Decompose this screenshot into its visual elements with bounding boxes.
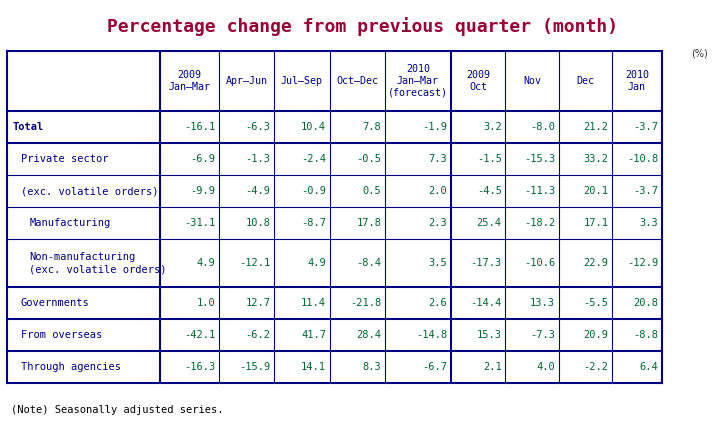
Text: 4.9: 4.9 (196, 258, 215, 268)
Text: -14.8: -14.8 (416, 330, 447, 340)
Text: 14.1: 14.1 (301, 362, 326, 372)
Text: 10.8: 10.8 (245, 218, 271, 228)
Text: From overseas: From overseas (21, 330, 102, 340)
Text: -2.2: -2.2 (584, 362, 608, 372)
Text: 2.1: 2.1 (483, 362, 502, 372)
Text: -10.6: -10.6 (524, 258, 555, 268)
Text: 3.5: 3.5 (428, 258, 447, 268)
Text: 2.0: 2.0 (428, 186, 447, 196)
Text: (Note) Seasonally adjusted series.: (Note) Seasonally adjusted series. (11, 405, 224, 415)
Text: 4.9: 4.9 (307, 258, 326, 268)
Text: Governments: Governments (21, 298, 89, 308)
Text: -8.4: -8.4 (356, 258, 381, 268)
Text: -12.9: -12.9 (627, 258, 658, 268)
Text: -16.3: -16.3 (184, 362, 215, 372)
Text: -7.3: -7.3 (530, 330, 555, 340)
Text: -8.7: -8.7 (301, 218, 326, 228)
Text: -3.7: -3.7 (633, 123, 658, 132)
Text: 20.9: 20.9 (584, 330, 608, 340)
Text: Manufacturing: Manufacturing (29, 218, 110, 228)
Text: -18.2: -18.2 (524, 218, 555, 228)
Text: 25.4: 25.4 (477, 218, 502, 228)
Text: Jul–Sep: Jul–Sep (281, 76, 323, 86)
Text: -6.2: -6.2 (245, 330, 271, 340)
Text: 20.1: 20.1 (584, 186, 608, 196)
Text: 11.4: 11.4 (301, 298, 326, 308)
Text: -31.1: -31.1 (184, 218, 215, 228)
Text: 33.2: 33.2 (584, 155, 608, 164)
Text: -8.0: -8.0 (530, 123, 555, 132)
Text: -6.9: -6.9 (190, 155, 215, 164)
Text: (%): (%) (691, 48, 708, 59)
Text: 2009
Jan–Mar: 2009 Jan–Mar (168, 70, 211, 92)
Text: 2.6: 2.6 (428, 298, 447, 308)
Text: 0.5: 0.5 (363, 186, 381, 196)
Text: -14.4: -14.4 (470, 298, 502, 308)
Text: 41.7: 41.7 (301, 330, 326, 340)
Text: -4.9: -4.9 (245, 186, 271, 196)
Text: 17.1: 17.1 (584, 218, 608, 228)
Text: 7.3: 7.3 (428, 155, 447, 164)
Text: -16.1: -16.1 (184, 123, 215, 132)
Text: 13.3: 13.3 (530, 298, 555, 308)
Text: -21.8: -21.8 (350, 298, 381, 308)
Text: Oct–Dec: Oct–Dec (336, 76, 378, 86)
Text: -9.9: -9.9 (190, 186, 215, 196)
Text: 2010
Jan–Mar
(forecast): 2010 Jan–Mar (forecast) (388, 64, 448, 98)
Text: 2009
Oct: 2009 Oct (466, 70, 490, 92)
Text: 10.4: 10.4 (301, 123, 326, 132)
Text: 12.7: 12.7 (245, 298, 271, 308)
Text: -1.5: -1.5 (477, 155, 502, 164)
Text: Dec: Dec (576, 76, 595, 86)
Text: -17.3: -17.3 (470, 258, 502, 268)
Text: 22.9: 22.9 (584, 258, 608, 268)
Text: -6.3: -6.3 (245, 123, 271, 132)
Text: 6.4: 6.4 (640, 362, 658, 372)
Text: 3.2: 3.2 (483, 123, 502, 132)
Text: -42.1: -42.1 (184, 330, 215, 340)
Text: Nov: Nov (523, 76, 541, 86)
Text: -0.5: -0.5 (356, 155, 381, 164)
Text: -1.3: -1.3 (245, 155, 271, 164)
Text: -0.9: -0.9 (301, 186, 326, 196)
Text: -2.4: -2.4 (301, 155, 326, 164)
Text: 2010
Jan: 2010 Jan (625, 70, 649, 92)
Text: -8.8: -8.8 (633, 330, 658, 340)
Text: (exc. volatile orders): (exc. volatile orders) (21, 186, 158, 196)
Text: 28.4: 28.4 (356, 330, 381, 340)
Text: -6.7: -6.7 (422, 362, 447, 372)
Text: -5.5: -5.5 (584, 298, 608, 308)
Text: -11.3: -11.3 (524, 186, 555, 196)
Text: -4.5: -4.5 (477, 186, 502, 196)
Text: 1.0: 1.0 (196, 298, 215, 308)
Text: Private sector: Private sector (21, 155, 108, 164)
Text: Through agencies: Through agencies (21, 362, 121, 372)
Text: 8.3: 8.3 (363, 362, 381, 372)
Text: 21.2: 21.2 (584, 123, 608, 132)
Text: 4.0: 4.0 (537, 362, 555, 372)
Text: 3.3: 3.3 (640, 218, 658, 228)
Text: -3.7: -3.7 (633, 186, 658, 196)
Text: Percentage change from previous quarter (month): Percentage change from previous quarter … (107, 17, 619, 36)
Text: -15.3: -15.3 (524, 155, 555, 164)
Text: -1.9: -1.9 (422, 123, 447, 132)
Text: -15.9: -15.9 (240, 362, 271, 372)
Text: 15.3: 15.3 (477, 330, 502, 340)
Text: 20.8: 20.8 (633, 298, 658, 308)
Text: 2.3: 2.3 (428, 218, 447, 228)
Text: Apr–Jun: Apr–Jun (225, 76, 267, 86)
Text: -12.1: -12.1 (240, 258, 271, 268)
Text: -10.8: -10.8 (627, 155, 658, 164)
Text: Total: Total (12, 123, 44, 132)
Text: 7.8: 7.8 (363, 123, 381, 132)
Text: 17.8: 17.8 (356, 218, 381, 228)
Text: Non-manufacturing
(exc. volatile orders): Non-manufacturing (exc. volatile orders) (29, 253, 167, 274)
